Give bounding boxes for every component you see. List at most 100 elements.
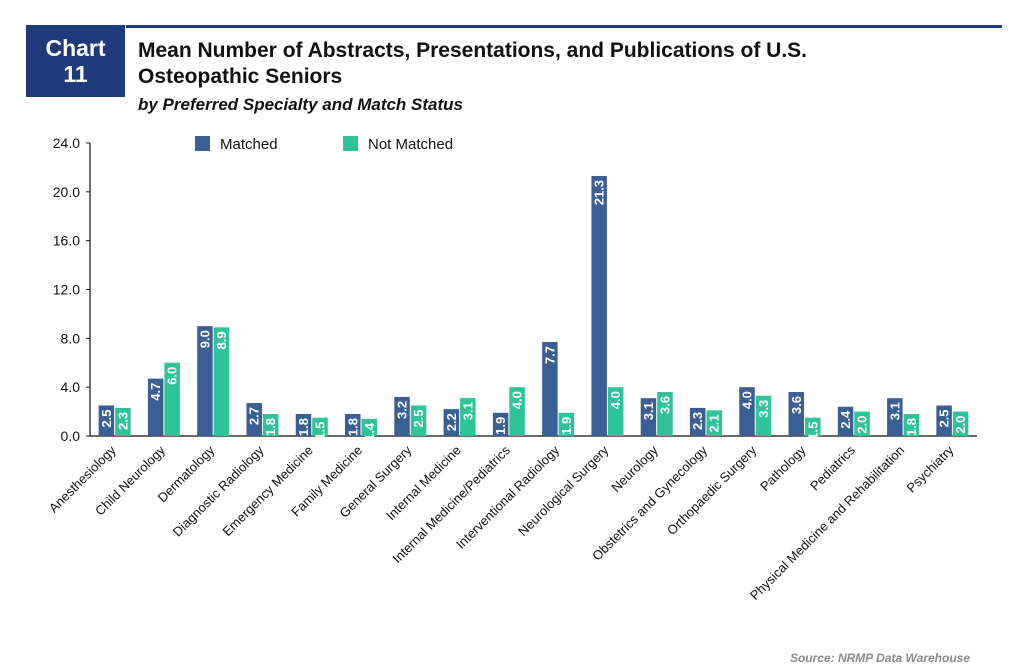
bar-matched <box>394 396 410 436</box>
category-label: Emergency Medicine <box>219 443 315 539</box>
data-label-matched: 1.8 <box>296 418 311 436</box>
data-label-not-matched: 1.9 <box>559 417 574 435</box>
data-label-not-matched: 4.0 <box>608 391 623 409</box>
bar-not-matched <box>460 398 476 436</box>
category-label: Pediatrics <box>807 442 858 493</box>
category-label: Psychiatry <box>903 442 956 495</box>
data-label-not-matched: 2.3 <box>115 412 130 430</box>
data-label-matched: 2.5 <box>99 409 114 427</box>
bar-not-matched <box>805 417 821 436</box>
data-label-matched: 3.6 <box>789 396 804 414</box>
bar-not-matched <box>558 412 575 436</box>
data-label-not-matched: 1.8 <box>904 418 919 436</box>
bar-matched <box>246 403 262 436</box>
data-label-matched: 21.3 <box>592 180 607 205</box>
data-label-not-matched: 1.4 <box>362 422 377 441</box>
legend-label-matched: Matched <box>220 136 278 153</box>
data-label-not-matched: 2.1 <box>707 414 722 432</box>
badge-number: 11 <box>63 61 88 87</box>
bar-not-matched <box>607 387 624 436</box>
bar-matched <box>591 175 607 436</box>
bar-not-matched <box>509 387 525 436</box>
bar-matched <box>936 405 952 436</box>
category-label: Diagnostic Radiology <box>170 442 267 539</box>
legend-label-not-matched: Not Matched <box>368 136 453 153</box>
axes: 0.0 4.0 8.0 12.0 16.0 20.0 24.0 <box>53 135 977 444</box>
bar-not-matched <box>854 411 870 436</box>
data-label-not-matched: 4.0 <box>510 391 525 409</box>
data-label-not-matched: 1.5 <box>805 422 820 440</box>
bar-not-matched <box>213 327 230 436</box>
legend-swatch-matched <box>195 136 210 151</box>
y-tick-label: 12.0 <box>53 282 80 298</box>
data-label-not-matched: 2.5 <box>411 409 426 427</box>
chart-number-badge: Chart 11 <box>26 25 125 97</box>
data-label-matched: 1.8 <box>345 418 360 436</box>
data-label-matched: 3.1 <box>887 402 902 420</box>
badge-label: Chart <box>45 35 106 61</box>
bar-matched <box>295 414 312 436</box>
bar-matched <box>640 398 657 436</box>
category-label: Pathology <box>757 442 809 494</box>
y-tick-label: 0.0 <box>61 428 81 444</box>
y-tick-label: 20.0 <box>53 184 80 200</box>
data-label-not-matched: 6.0 <box>165 367 180 385</box>
bar-matched <box>197 326 213 436</box>
bar-matched <box>98 405 115 436</box>
data-label-not-matched: 3.3 <box>756 400 771 418</box>
category-label: Neurology <box>608 442 661 495</box>
y-tick-label: 4.0 <box>61 379 81 395</box>
bar-not-matched <box>903 414 920 436</box>
bar-matched <box>492 412 509 436</box>
data-label-matched: 4.0 <box>740 391 755 409</box>
data-label-matched: 3.2 <box>395 401 410 419</box>
data-label-not-matched: 3.1 <box>460 402 475 420</box>
bar-matched <box>147 378 164 436</box>
bar-matched <box>837 406 854 436</box>
bar-not-matched <box>262 414 279 436</box>
data-label-not-matched: 3.6 <box>657 396 672 414</box>
data-label-matched: 3.1 <box>641 402 656 420</box>
data-label-not-matched: 2.0 <box>855 416 870 434</box>
category-label: Orthopaedic Surgery <box>664 442 760 538</box>
data-label-matched: 1.9 <box>493 417 508 435</box>
bar-not-matched <box>115 407 131 436</box>
chart-title: Mean Number of Abstracts, Presentations,… <box>138 38 807 90</box>
source-note: Source: NRMP Data Warehouse <box>789 651 970 665</box>
category-label: Neurological Surgery <box>515 442 612 539</box>
data-label-not-matched: 1.8 <box>263 418 278 436</box>
chart-subtitle: by Preferred Specialty and Match Status <box>138 95 463 114</box>
data-label-not-matched: 1.5 <box>313 422 328 440</box>
data-label-matched: 2.2 <box>444 413 459 431</box>
data-label-matched: 2.7 <box>247 407 262 425</box>
bar-not-matched <box>361 418 378 436</box>
data-label-matched: 9.0 <box>197 330 212 348</box>
bar-not-matched <box>657 392 673 436</box>
chart-title-line-1: Mean Number of Abstracts, Presentations,… <box>138 39 808 62</box>
data-label-matched: 2.5 <box>937 409 952 427</box>
bar-not-matched <box>410 405 427 436</box>
data-label-not-matched: 2.0 <box>953 416 968 434</box>
data-label-matched: 7.7 <box>542 346 557 364</box>
bar-not-matched <box>952 411 969 436</box>
bar-not-matched <box>164 362 180 436</box>
header-rule <box>126 25 1002 28</box>
bar-not-matched <box>706 410 722 436</box>
legend-swatch-not-matched <box>343 136 358 151</box>
y-tick-label: 24.0 <box>53 135 80 151</box>
bar-matched <box>443 409 460 436</box>
bar-matched <box>345 414 361 436</box>
data-label-matched: 2.4 <box>838 410 853 429</box>
bar-matched <box>739 387 755 436</box>
bar-not-matched <box>755 395 772 436</box>
data-label-matched: 2.3 <box>690 412 705 430</box>
y-tick-label: 16.0 <box>53 233 80 249</box>
y-tick-label: 8.0 <box>61 330 81 346</box>
bar-matched <box>887 398 903 436</box>
bar-matched <box>689 407 706 436</box>
data-label-matched: 4.7 <box>148 383 163 401</box>
chart-title-line-2: Osteopathic Seniors <box>138 65 343 88</box>
data-label-not-matched: 8.9 <box>214 331 229 349</box>
